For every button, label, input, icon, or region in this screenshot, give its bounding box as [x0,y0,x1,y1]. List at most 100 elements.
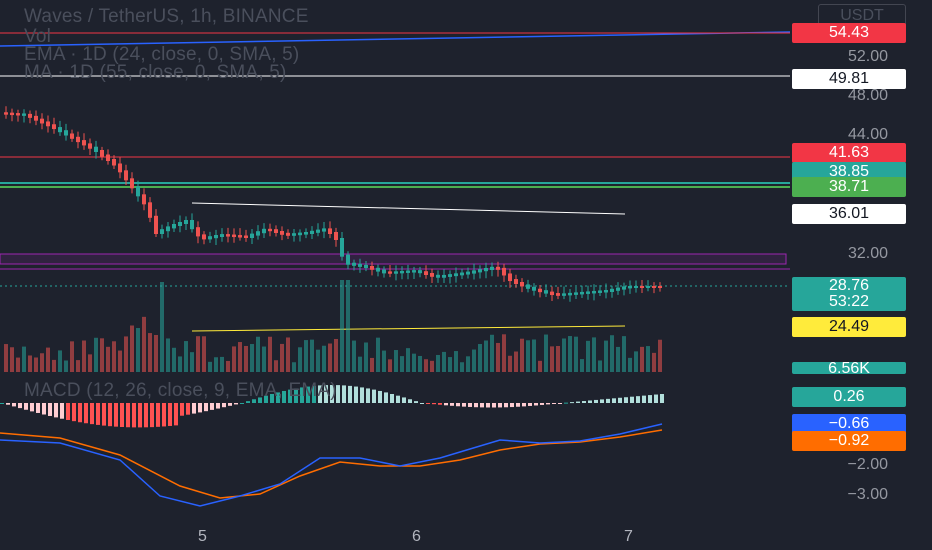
macd-bar [324,385,328,403]
ma-price-badge: 49.81 [792,69,906,89]
candle-body [442,274,446,278]
macd-bar [12,403,16,407]
candle-body [478,269,482,273]
volume-bar [652,352,656,372]
macd-bar [264,395,268,403]
macd-bar [588,400,592,403]
candle-body [622,286,626,290]
macd-bar [582,401,586,403]
volume-bar [166,338,170,372]
volume-bar [418,355,422,372]
candle-body [424,271,428,275]
volume-bar [532,339,536,372]
volume-bar [490,334,494,372]
price-tick: 52.00 [847,48,888,65]
candle-body [388,271,392,274]
volume-bar [190,352,194,372]
candle-body [226,234,230,237]
candle-body [208,236,212,240]
macd-bar [372,389,376,403]
candle-body [112,159,116,166]
macd-bar [540,403,544,405]
macd-bar [462,403,466,407]
macd-label: MACD (12, 26, close, 9, EMA, EMA) [24,380,337,401]
ema-price-badge: 54.43 [792,23,906,43]
macd-bar [498,403,502,408]
volume-bar [148,333,152,372]
macd-bar [354,386,358,403]
volume-bar [376,337,380,372]
candle-body [88,143,92,149]
volume-bar [520,338,524,372]
volume-bar [304,340,308,372]
macd-bar [660,394,664,403]
volume-bar [22,346,26,372]
candle-body [298,232,302,236]
volume-bar [40,353,44,372]
macd-bar [18,403,22,409]
volume-bar [352,340,356,372]
macd-bar [624,397,628,403]
macd-bar [66,403,70,420]
candle-body [616,287,620,291]
macd-bar [114,403,118,427]
volume-bar [4,344,8,372]
candle-body [184,220,188,224]
macd-bar [444,403,448,406]
purple-zone[interactable] [0,253,787,265]
white-line-badge: 36.01 [792,204,906,224]
candle-body [22,113,26,116]
volume-bar [466,356,470,372]
candle-body [610,288,614,292]
macd-bar [96,403,100,425]
candle-body [220,234,224,237]
candle-body [382,269,386,274]
volume-bar [34,357,38,372]
yellow-trend-line[interactable] [191,325,626,332]
white-trend-line[interactable] [191,202,626,215]
macd-bar [618,397,622,403]
macd-bar [414,401,418,403]
macd-bar [630,396,634,403]
macd-bar [612,398,616,403]
volume-bar [292,362,296,372]
macd-bar [198,403,202,413]
macd-bar [174,403,178,426]
macd-bar [606,398,610,403]
candle-body [538,288,542,293]
volume-bar [526,340,530,372]
candle-body [574,292,578,295]
candlesticks [4,106,662,302]
candle-body [70,133,74,139]
macd-bar [480,403,484,408]
macd-bar [384,392,388,403]
candle-body [148,202,152,218]
volume-bar [196,336,200,372]
price-tick: 44.00 [847,126,888,143]
ema-line [0,31,791,47]
volume-bar [340,280,344,372]
macd-bar [390,394,394,403]
candle-body [544,290,548,294]
macd-bar [42,403,46,415]
macd-bar [276,392,280,403]
volume-bar [88,354,92,372]
last-price-value: 28.76 [828,277,870,294]
candle-body [280,231,284,235]
volume-bar [460,362,464,372]
macd-bar [510,403,514,408]
candle-body [604,290,608,293]
candle-body [586,291,590,294]
macd-bar [102,403,106,426]
macd-bar [108,403,112,427]
candle-body [196,227,200,237]
macd-bar [6,403,10,405]
volume-bar [274,360,278,372]
price-tick: 32.00 [847,245,888,262]
volume-bar [154,334,158,372]
volume-bar [640,346,644,372]
candle-body [508,273,512,282]
volume-bar [112,341,116,372]
candle-body [418,270,422,274]
